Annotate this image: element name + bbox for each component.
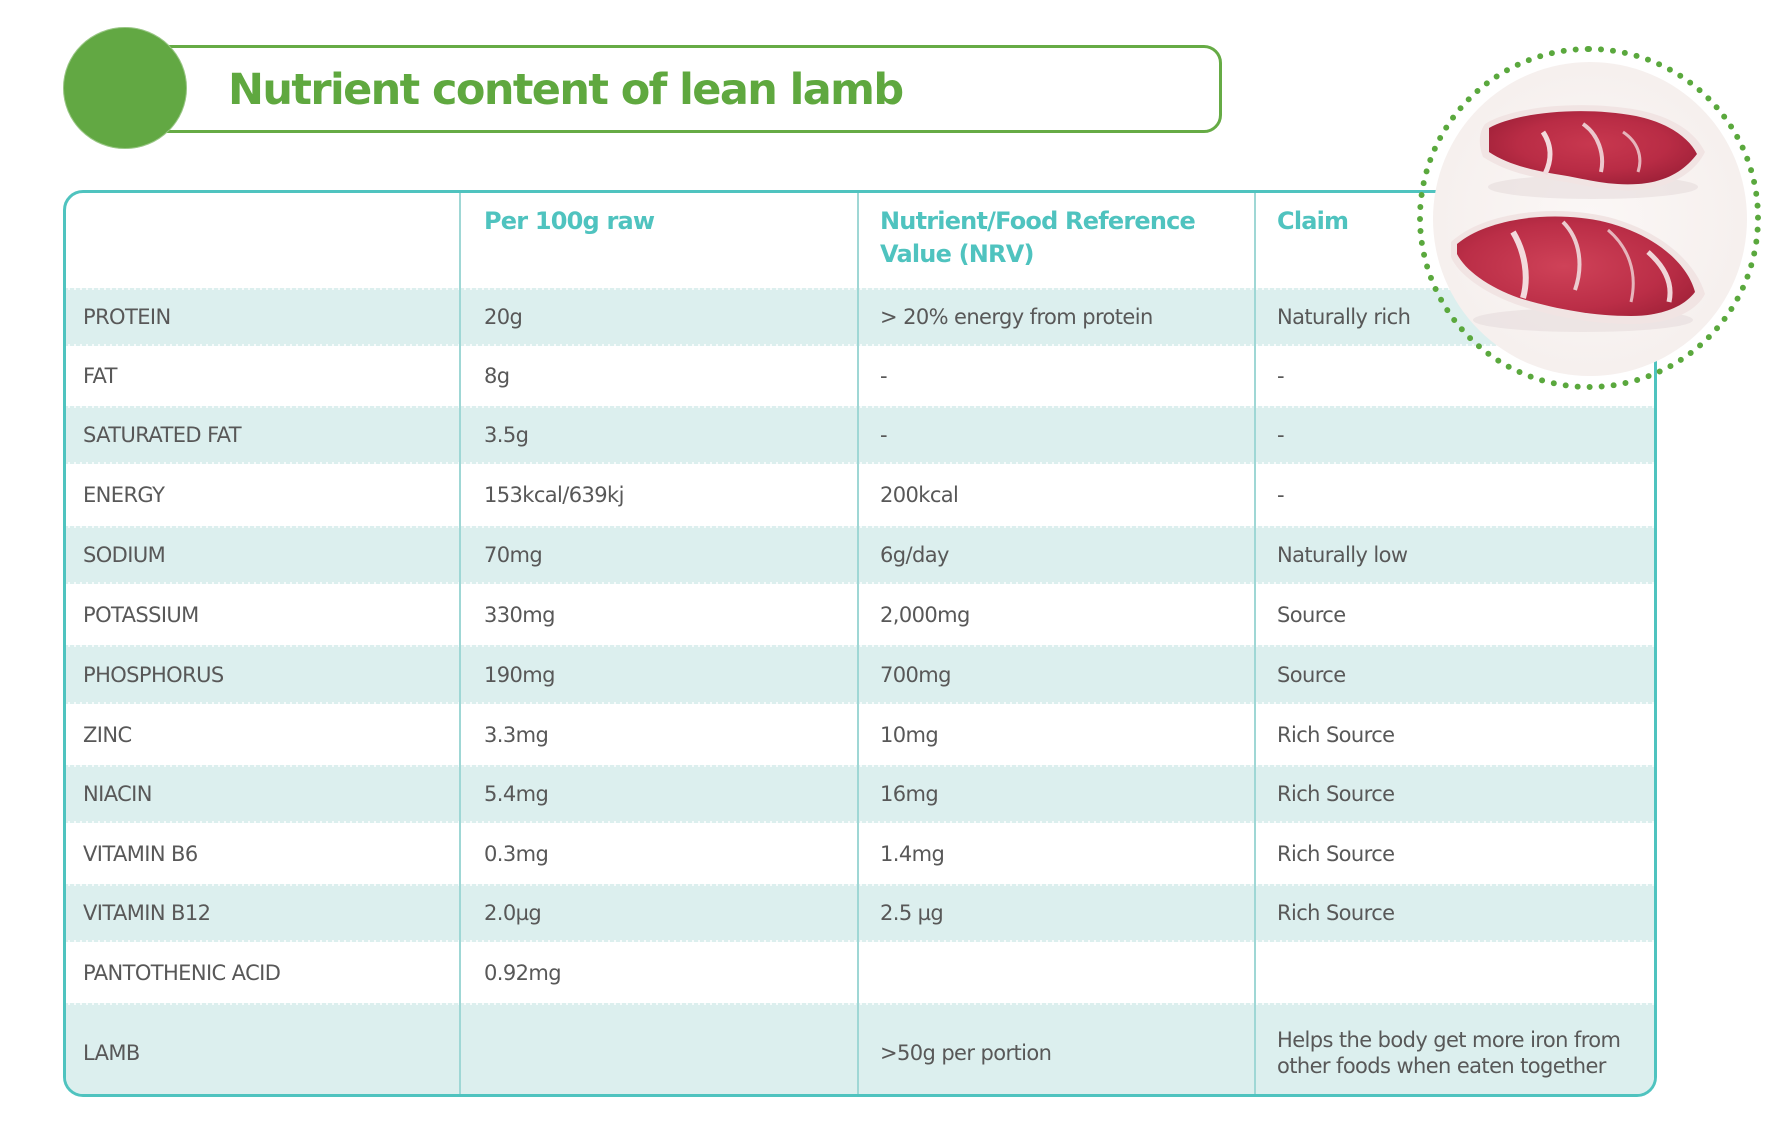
claim-value: Rich Source xyxy=(1277,782,1395,806)
header-nrv: Nutrient/Food Reference Value (NRV) xyxy=(880,207,1196,268)
title-banner xyxy=(150,45,1222,133)
per-100g-value: 330mg xyxy=(484,602,555,627)
per-100g-value: 153kcal/639kj xyxy=(484,483,624,507)
nrv-value: 200kcal xyxy=(880,483,959,507)
column-divider xyxy=(857,193,859,1094)
header-per-100g: Per 100g raw xyxy=(484,207,655,235)
per-100g-value: 3.5g xyxy=(484,423,529,447)
per-100g-value: 70mg xyxy=(484,543,543,567)
claim-value xyxy=(1258,942,1654,1003)
claim-value: - xyxy=(1277,423,1285,447)
per-100g-value: 190mg xyxy=(484,662,555,687)
claim-value: Rich Source xyxy=(1277,901,1395,925)
claim-value: Rich Source xyxy=(1277,841,1395,866)
table-row: LAMB >50g per portion Helps the body get… xyxy=(66,1003,1654,1094)
nrv-value: >50g per portion xyxy=(880,1041,1052,1065)
claim-value: Source xyxy=(1277,662,1346,687)
nutrient-name: VITAMIN B12 xyxy=(83,901,211,925)
column-divider xyxy=(459,193,461,1094)
nrv-value: 2,000mg xyxy=(880,602,970,627)
nutrient-name: VITAMIN B6 xyxy=(83,841,198,866)
nutrient-name: ZINC xyxy=(83,722,132,747)
table-row: ENERGY 153kcal/639kj 200kcal - xyxy=(66,464,1654,526)
per-100g-value: 8g xyxy=(484,364,510,388)
claim-value: Naturally low xyxy=(1277,543,1408,567)
table-row: VITAMIN B12 2.0µg 2.5 µg Rich Source xyxy=(66,884,1654,942)
per-100g-value: 2.0µg xyxy=(484,901,542,925)
claim-value: - xyxy=(1277,364,1285,388)
green-circle-icon xyxy=(63,27,187,149)
nrv-value: 2.5 µg xyxy=(880,901,944,925)
nrv-value xyxy=(861,942,1258,1003)
nutrient-name: ENERGY xyxy=(83,483,165,507)
nutrient-name: POTASSIUM xyxy=(83,602,199,627)
table-row: SATURATED FAT 3.5g - - xyxy=(66,406,1654,464)
table-row: FAT 8g - - xyxy=(66,346,1654,406)
table-row: VITAMIN B6 0.3mg 1.4mg Rich Source xyxy=(66,823,1654,884)
per-100g-value: 0.92mg xyxy=(484,960,562,985)
per-100g-value: 0.3mg xyxy=(484,841,549,866)
per-100g-value: 3.3mg xyxy=(484,722,549,747)
claim-value: Naturally rich xyxy=(1277,305,1411,329)
claim-value: Helps the body get more iron from other … xyxy=(1277,1028,1621,1078)
table-row: PROTEIN 20g > 20% energy from protein Na… xyxy=(66,288,1654,346)
nrv-value: 6g/day xyxy=(880,543,949,567)
nutrient-name: SODIUM xyxy=(83,543,166,567)
header-claim: Claim xyxy=(1277,207,1349,235)
nutrient-name: PROTEIN xyxy=(83,305,171,329)
table-row: PHOSPHORUS 190mg 700mg Source xyxy=(66,645,1654,704)
nrv-value: 700mg xyxy=(880,662,951,687)
nutrient-name: FAT xyxy=(83,364,118,388)
claim-value: Source xyxy=(1277,602,1346,627)
nrv-value: 10mg xyxy=(880,722,939,747)
column-divider xyxy=(1254,193,1256,1094)
table-row: POTASSIUM 330mg 2,000mg Source xyxy=(66,584,1654,645)
dotted-circle-frame xyxy=(1417,46,1761,390)
nrv-value: 1.4mg xyxy=(880,841,945,866)
per-100g-value: 20g xyxy=(484,305,523,329)
page-title: Nutrient content of lean lamb xyxy=(228,65,904,115)
claim-value: Rich Source xyxy=(1277,722,1395,747)
nutrient-name: LAMB xyxy=(83,1041,140,1065)
per-100g-value: 5.4mg xyxy=(484,782,549,806)
nrv-value: > 20% energy from protein xyxy=(880,305,1153,329)
table-row: SODIUM 70mg 6g/day Naturally low xyxy=(66,526,1654,584)
table-header-row: Per 100g raw Nutrient/Food Reference Val… xyxy=(66,193,1654,288)
nrv-value: - xyxy=(880,423,888,447)
nrv-value: - xyxy=(880,364,888,388)
per-100g-value xyxy=(463,1003,861,1094)
nutrient-name: NIACIN xyxy=(83,782,152,806)
nrv-value: 16mg xyxy=(880,782,939,806)
table-row: NIACIN 5.4mg 16mg Rich Source xyxy=(66,765,1654,823)
table-row: ZINC 3.3mg 10mg Rich Source xyxy=(66,704,1654,765)
nutrient-name: PANTOTHENIC ACID xyxy=(83,960,281,985)
table-row: PANTOTHENIC ACID 0.92mg xyxy=(66,942,1654,1003)
nutrient-name: SATURATED FAT xyxy=(83,423,242,447)
header-nutrient xyxy=(66,193,463,288)
nutrient-name: PHOSPHORUS xyxy=(83,662,224,687)
claim-value: - xyxy=(1277,483,1285,507)
nutrient-table: Per 100g raw Nutrient/Food Reference Val… xyxy=(63,190,1657,1097)
